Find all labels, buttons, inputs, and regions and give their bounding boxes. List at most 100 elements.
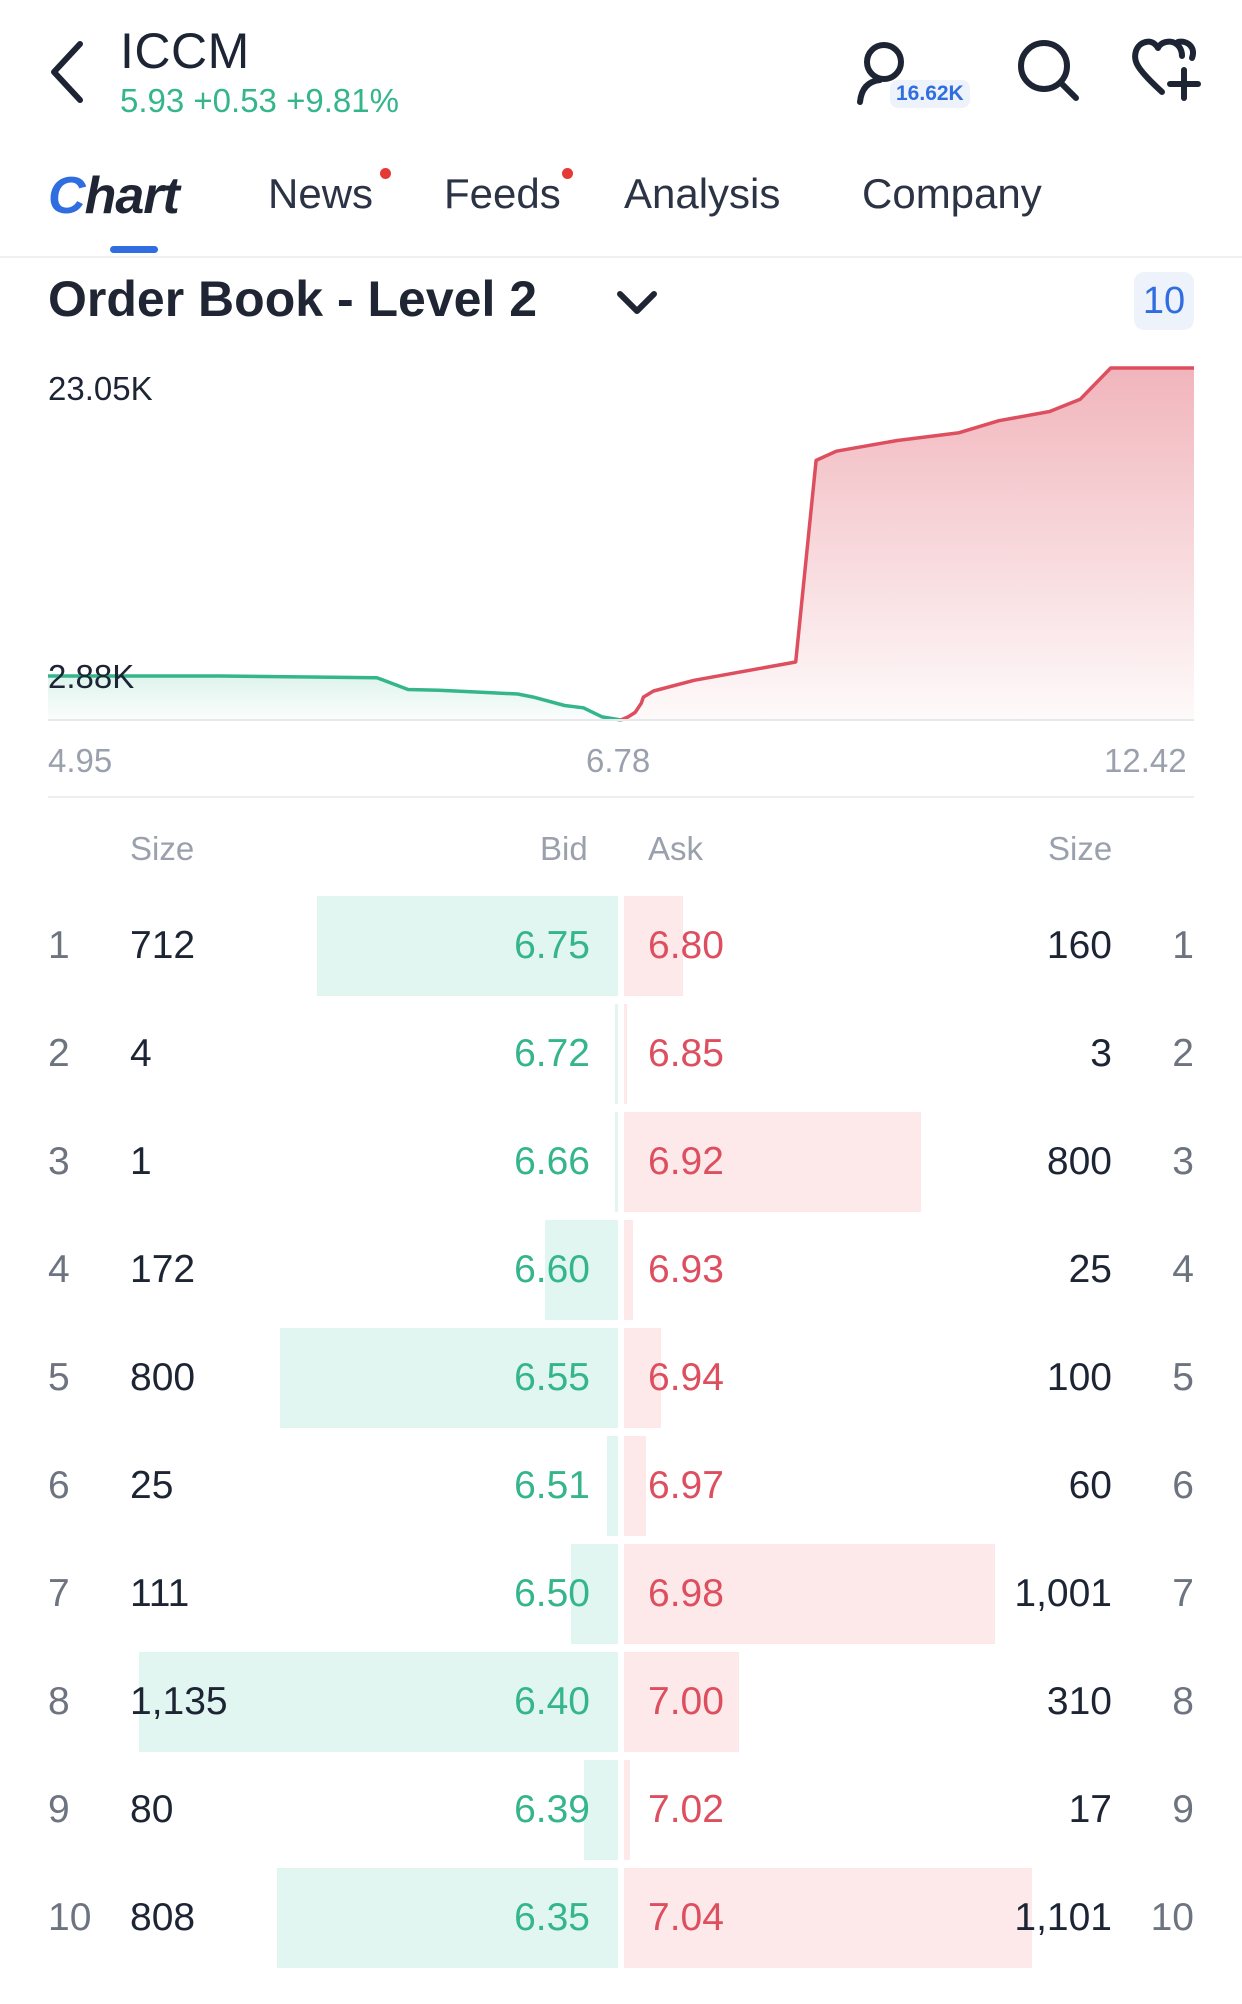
ask-depth-bar <box>624 1868 1032 1968</box>
search-button[interactable] <box>1014 36 1084 106</box>
ask-size: 100 <box>1046 1356 1112 1399</box>
ask-size: 1,101 <box>1014 1896 1112 1939</box>
ask-size: 17 <box>1068 1788 1112 1831</box>
followers-button[interactable] <box>852 36 928 116</box>
tab-feeds[interactable]: Feeds <box>444 170 561 218</box>
ask-level-index: 9 <box>1172 1788 1194 1831</box>
order-book-row[interactable]: 4 172 6.60 6.93 25 4 <box>0 1216 1242 1324</box>
news-notification-dot <box>380 168 391 179</box>
tab-company[interactable]: Company <box>862 170 1042 218</box>
bid-price: 6.75 <box>514 924 590 967</box>
x-tick-label: 6.78 <box>586 742 651 779</box>
bid-size: 800 <box>130 1356 196 1399</box>
active-tab-indicator <box>110 246 158 253</box>
ask-level-index: 5 <box>1172 1356 1194 1399</box>
chevron-down-icon <box>617 291 657 314</box>
bid-level-index: 2 <box>48 1032 70 1075</box>
order-book-row[interactable]: 9 80 6.39 7.02 17 9 <box>0 1756 1242 1864</box>
feeds-notification-dot <box>562 168 573 179</box>
ask-level-index: 8 <box>1172 1680 1194 1723</box>
order-book-row[interactable]: 6 25 6.51 6.97 60 6 <box>0 1432 1242 1540</box>
ask-size: 1,001 <box>1014 1572 1112 1615</box>
bid-depth-bar <box>277 1868 618 1968</box>
bid-size: 111 <box>130 1572 190 1615</box>
ask-depth-bar <box>624 1436 646 1536</box>
bid-depth-bar <box>615 1004 618 1104</box>
ask-price: 6.97 <box>648 1464 724 1507</box>
bid-level-index: 4 <box>48 1248 70 1291</box>
order-book-title: Order Book - Level 2 <box>48 271 538 327</box>
heart-plus-icon <box>1132 38 1201 101</box>
ask-size: 310 <box>1046 1680 1112 1723</box>
tab-chart[interactable]: Chart <box>48 166 180 226</box>
bid-price: 6.66 <box>514 1140 590 1183</box>
ask-size: 800 <box>1046 1140 1112 1183</box>
ask-level-index: 3 <box>1172 1140 1194 1183</box>
ask-price: 6.80 <box>648 924 724 967</box>
order-book-row[interactable]: 8 1,135 6.40 7.00 310 8 <box>0 1648 1242 1756</box>
tab-analysis[interactable]: Analysis <box>624 170 780 218</box>
ask-price: 6.85 <box>648 1032 724 1075</box>
ask-level-index: 10 <box>1150 1896 1194 1939</box>
search-icon <box>1018 40 1079 101</box>
back-icon <box>51 41 83 103</box>
back-button[interactable] <box>44 36 96 108</box>
bid-size: 4 <box>130 1032 152 1075</box>
tab-news[interactable]: News <box>268 170 373 218</box>
order-book-row[interactable]: 1 712 6.75 6.80 160 1 <box>0 892 1242 1000</box>
order-book-row[interactable]: 2 4 6.72 6.85 3 2 <box>0 1000 1242 1108</box>
bid-depth-line <box>48 674 622 722</box>
depth-chart-mid-label: 2.88K <box>48 658 135 695</box>
ask-price: 6.93 <box>648 1248 724 1291</box>
ask-size: 3 <box>1090 1032 1112 1075</box>
bid-price: 6.72 <box>514 1032 590 1075</box>
bid-header: Bid <box>540 830 588 867</box>
bid-level-index: 7 <box>48 1572 70 1615</box>
ask-level-index: 2 <box>1172 1032 1194 1075</box>
tab-chart-label: Chart <box>48 167 180 225</box>
ask-depth-area <box>621 368 1194 720</box>
bid-depth-bar <box>139 1652 618 1752</box>
bid-depth-bar <box>280 1328 618 1428</box>
ask-depth-bar <box>624 1004 627 1104</box>
depth-chart <box>48 366 1194 722</box>
ask-price: 6.94 <box>648 1356 724 1399</box>
ask-depth-bar <box>624 1652 739 1752</box>
bid-size: 80 <box>130 1788 174 1831</box>
tab-feeds-label: Feeds <box>444 170 561 217</box>
bid-level-index: 3 <box>48 1140 70 1183</box>
order-book-row[interactable]: 10 808 6.35 7.04 1,101 10 <box>0 1864 1242 1972</box>
ticker-symbol: ICCM <box>120 23 250 79</box>
bid-price: 6.60 <box>514 1248 590 1291</box>
bid-depth-bar <box>571 1544 618 1644</box>
bid-depth-bar <box>317 896 618 996</box>
bid-price: 6.35 <box>514 1896 590 1939</box>
ask-size-header: Size <box>1048 830 1113 867</box>
ask-price: 6.92 <box>648 1140 724 1183</box>
bid-price: 6.40 <box>514 1680 590 1723</box>
order-book-row[interactable]: 7 111 6.50 6.98 1,001 7 <box>0 1540 1242 1648</box>
ask-depth-bar <box>624 1112 921 1212</box>
order-book-level-dropdown[interactable] <box>614 280 660 326</box>
bid-size: 808 <box>130 1896 196 1939</box>
order-book-row[interactable]: 5 800 6.55 6.94 100 5 <box>0 1324 1242 1432</box>
followers-count: 16.62K <box>890 80 970 108</box>
ask-depth-bar <box>624 1760 630 1860</box>
bid-price: 6.39 <box>514 1788 590 1831</box>
ask-level-index: 7 <box>1172 1572 1194 1615</box>
add-to-watchlist-button[interactable] <box>1132 36 1208 106</box>
tabs-divider <box>0 256 1242 258</box>
ask-size: 25 <box>1068 1248 1112 1291</box>
bid-size-header: Size <box>130 830 195 867</box>
ask-price: 7.04 <box>648 1896 724 1939</box>
bid-depth-area <box>48 676 621 720</box>
user-icon <box>857 42 904 105</box>
ask-depth-line <box>620 366 1194 722</box>
bid-level-index: 1 <box>48 924 70 967</box>
ask-level-index: 4 <box>1172 1248 1194 1291</box>
order-book-row[interactable]: 3 1 6.66 6.92 800 3 <box>0 1108 1242 1216</box>
ask-depth-bar <box>624 1220 633 1320</box>
tab-news-label: News <box>268 170 374 217</box>
depth-level-badge[interactable]: 10 <box>1134 272 1194 330</box>
price-change-quote: 5.93 +0.53 +9.81% <box>120 82 399 119</box>
